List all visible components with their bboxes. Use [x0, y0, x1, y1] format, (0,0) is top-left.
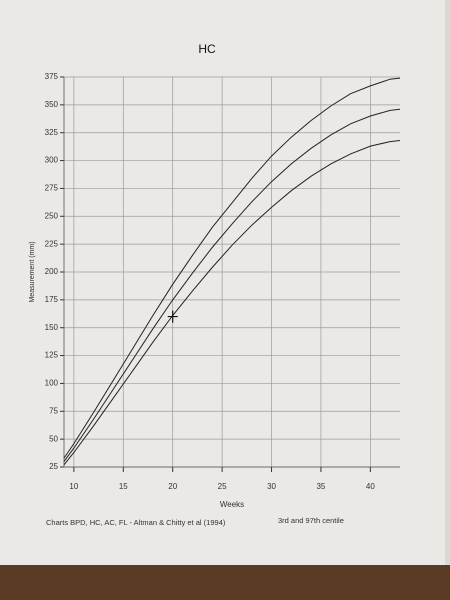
x-tick-label: 15 — [119, 482, 128, 491]
footnote: Charts BPD, HC, AC, FL - Altman & Chitty… — [46, 518, 226, 527]
x-axis-label: Weeks — [220, 500, 244, 509]
measurement-point — [167, 310, 178, 323]
table-edge — [0, 565, 450, 600]
y-tick-label: 300 — [45, 156, 59, 165]
y-tick-label: 225 — [45, 239, 59, 248]
y-tick-label: 200 — [45, 267, 59, 276]
y-tick-label: 75 — [49, 406, 58, 415]
x-tick-label: 40 — [366, 482, 375, 491]
paper — [0, 0, 445, 565]
y-tick-label: 125 — [45, 351, 59, 360]
y-tick-label: 350 — [45, 100, 59, 109]
y-tick-label: 50 — [49, 434, 58, 443]
x-tick-label: 25 — [218, 482, 227, 491]
x-tick-label: 35 — [316, 482, 325, 491]
y-tick-label: 250 — [45, 211, 59, 220]
y-tick-label: 275 — [45, 184, 59, 193]
y-tick-label: 375 — [45, 72, 59, 81]
x-tick-label: 10 — [69, 482, 78, 491]
centile-line — [63, 108, 401, 462]
y-tick-label: 175 — [45, 295, 59, 304]
x-tick-label: 30 — [267, 482, 276, 491]
y-tick-label: 150 — [45, 323, 59, 332]
x-tick-label: 20 — [168, 482, 177, 491]
centile-line — [63, 140, 401, 466]
y-tick-label: 25 — [49, 462, 58, 471]
y-axis-label: Measurement (mm) — [29, 241, 36, 302]
centile-line — [63, 77, 401, 459]
y-tick-label: 325 — [45, 128, 59, 137]
note: 3rd and 97th centile — [278, 516, 344, 525]
chart-title: HC — [198, 42, 216, 56]
y-tick-label: 100 — [45, 379, 59, 388]
